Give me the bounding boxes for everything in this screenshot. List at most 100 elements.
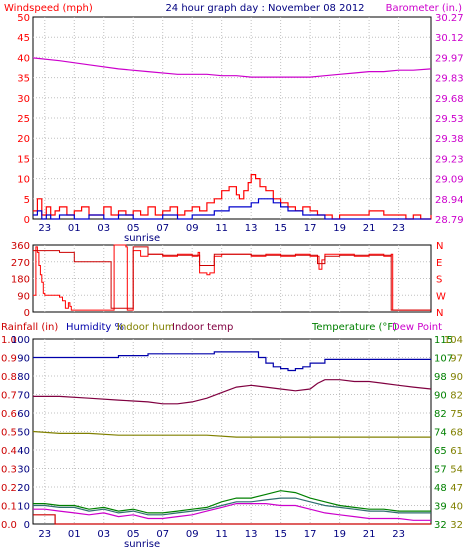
x-tick-label: 19 bbox=[333, 529, 346, 540]
legend-label: Temperature (°F) bbox=[311, 322, 397, 333]
wind-barometer-panel: Windspeed (mph) 24 hour graph day : Novem… bbox=[4, 3, 464, 244]
y-tick-label: 45 bbox=[17, 33, 30, 44]
compass-label: W bbox=[436, 291, 446, 302]
y-tick-label: 29.83 bbox=[435, 74, 464, 85]
compass-label: E bbox=[436, 258, 442, 269]
y-tick-label: 30 bbox=[17, 465, 30, 476]
y-tick-label: 270 bbox=[11, 258, 30, 269]
y-tick-label: 0.4 bbox=[1, 446, 17, 457]
y-tick-label: 57 bbox=[434, 465, 447, 476]
legend-label: Humidity % bbox=[66, 322, 124, 333]
y-tick-label: 107 bbox=[434, 354, 453, 365]
x-tick-label: 13 bbox=[245, 529, 258, 540]
x-tick-label: 03 bbox=[97, 529, 110, 540]
y-tick-label: 98 bbox=[434, 372, 447, 383]
y-tick-label: 20 bbox=[17, 134, 30, 145]
x-tick-label: 07 bbox=[156, 223, 169, 234]
y-tick-label: 115 bbox=[434, 335, 453, 346]
y-tick-label: 48 bbox=[434, 483, 447, 494]
y-tick-label: 0 bbox=[24, 215, 30, 226]
series-line-avg_direction bbox=[33, 246, 431, 311]
y-tick-label: 40 bbox=[17, 446, 30, 457]
x-tick-label: 17 bbox=[304, 529, 317, 540]
y-tick-label: 35 bbox=[17, 74, 30, 85]
y-tick-label: 29.38 bbox=[435, 134, 464, 145]
y-tick-label: 90 bbox=[17, 291, 30, 302]
y-tick-label: 29.68 bbox=[435, 94, 464, 105]
y-tick-label: 82 bbox=[450, 391, 463, 402]
legend-label: Indoor temp bbox=[172, 322, 233, 333]
y-tick-label: 10 bbox=[17, 502, 30, 513]
left-axis-title: Windspeed (mph) bbox=[4, 3, 93, 14]
y-tick-label: 29.09 bbox=[435, 175, 464, 186]
y-tick-label: 61 bbox=[450, 446, 463, 457]
y-tick-label: 0.6 bbox=[1, 409, 17, 420]
y-tick-label: 0.3 bbox=[1, 465, 17, 476]
x-tick-label: 15 bbox=[274, 223, 287, 234]
y-tick-label: 40 bbox=[17, 53, 30, 64]
y-tick-label: 29.23 bbox=[435, 154, 464, 165]
y-tick-label: 25 bbox=[17, 114, 30, 125]
y-tick-label: 0.7 bbox=[1, 391, 17, 402]
y-tick-label: 80 bbox=[17, 372, 30, 383]
y-tick-label: 30.12 bbox=[435, 33, 464, 44]
x-tick-label: 15 bbox=[274, 529, 287, 540]
x-tick-label: 01 bbox=[68, 529, 81, 540]
series-line-barometer bbox=[32, 57, 432, 78]
y-tick-label: 47 bbox=[450, 483, 463, 494]
y-tick-label: 0.8 bbox=[1, 372, 17, 383]
y-tick-label: 0.1 bbox=[1, 502, 17, 513]
y-tick-label: 0.5 bbox=[1, 428, 17, 439]
y-tick-label: 1.0 bbox=[1, 335, 17, 346]
x-tick-label: 23 bbox=[38, 529, 51, 540]
y-tick-label: 60 bbox=[17, 409, 30, 420]
y-tick-label: 40 bbox=[450, 502, 463, 513]
x-tick-label: 11 bbox=[215, 223, 228, 234]
x-tick-label: 11 bbox=[215, 529, 228, 540]
temperature-humidity-panel: Rainfall (in) Humidity %Indoor humIndoor … bbox=[1, 322, 463, 550]
y-tick-label: 90 bbox=[17, 354, 30, 365]
y-tick-label: 30 bbox=[17, 94, 30, 105]
y-tick-label: 70 bbox=[17, 391, 30, 402]
x-tick-label: 19 bbox=[333, 223, 346, 234]
y-tick-label: 82 bbox=[434, 409, 447, 420]
x-tick-label: 01 bbox=[68, 223, 81, 234]
y-tick-label: 0 bbox=[24, 520, 30, 531]
y-tick-label: 74 bbox=[434, 428, 447, 439]
series-line-wet_temp bbox=[33, 497, 431, 516]
y-tick-label: 32 bbox=[434, 520, 447, 531]
y-tick-label: 10 bbox=[17, 175, 30, 186]
y-tick-label: 5 bbox=[24, 195, 30, 206]
y-tick-label: 0.9 bbox=[1, 354, 17, 365]
compass-label: N bbox=[436, 308, 443, 319]
legend-label: Indoor hum bbox=[117, 322, 175, 333]
x-tick-label: 21 bbox=[363, 223, 376, 234]
y-tick-label: 20 bbox=[17, 483, 30, 494]
y-tick-label: 32 bbox=[450, 520, 463, 531]
x-tick-label: 09 bbox=[186, 223, 199, 234]
y-tick-label: 90 bbox=[450, 372, 463, 383]
x-tick-label: 17 bbox=[304, 223, 317, 234]
y-tick-label: 0.0 bbox=[1, 520, 17, 531]
x-tick-label: 13 bbox=[245, 223, 258, 234]
y-tick-label: 28.79 bbox=[435, 215, 464, 226]
y-tick-label: 28.94 bbox=[435, 195, 464, 206]
x-tick-label: 23 bbox=[392, 529, 405, 540]
compass-label: S bbox=[436, 275, 442, 286]
y-tick-label: 30.27 bbox=[435, 13, 464, 24]
y-tick-label: 65 bbox=[434, 446, 447, 457]
series-line-humidity bbox=[33, 351, 431, 372]
series-line-avg_windspeed bbox=[33, 198, 431, 220]
y-tick-label: 75 bbox=[450, 409, 463, 420]
x-tick-label: 21 bbox=[363, 529, 376, 540]
series-line-rainfall bbox=[33, 514, 431, 525]
y-tick-label: 90 bbox=[434, 391, 447, 402]
sunrise-label: sunrise bbox=[124, 233, 160, 244]
series-line-temperature bbox=[33, 490, 431, 514]
y-tick-label: 360 bbox=[11, 241, 30, 252]
y-tick-label: 15 bbox=[17, 154, 30, 165]
x-tick-label: 03 bbox=[97, 223, 110, 234]
y-tick-label: 104 bbox=[444, 335, 463, 346]
